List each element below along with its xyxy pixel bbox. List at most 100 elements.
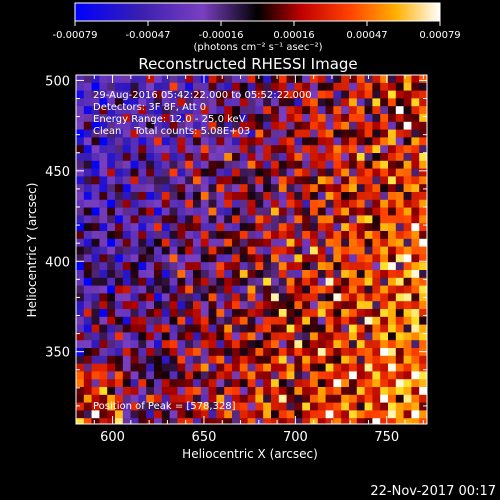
heatmap-cell <box>286 402 295 411</box>
heatmap-cell <box>146 402 155 411</box>
x-tick-label: 700 <box>283 430 308 445</box>
heatmap-cell <box>169 184 178 193</box>
heatmap-cell <box>310 90 319 99</box>
heatmap-cell <box>364 379 373 388</box>
heatmap-cell <box>161 231 170 240</box>
heatmap-cell <box>99 207 108 216</box>
heatmap-cell <box>154 246 163 255</box>
heatmap-cell <box>278 168 287 177</box>
heatmap-cell <box>263 160 272 169</box>
heatmap-cell <box>419 106 427 115</box>
heatmap-cell <box>388 254 397 263</box>
heatmap-cell <box>200 348 209 357</box>
heatmap-cell <box>216 114 225 123</box>
heatmap-cell <box>130 82 139 91</box>
heatmap-cell <box>411 207 420 216</box>
heatmap-cell <box>317 379 326 388</box>
heatmap-cell <box>138 371 147 380</box>
heatmap-cell <box>177 363 186 372</box>
x-tick-label: 650 <box>192 430 217 445</box>
heatmap-cell <box>372 387 381 396</box>
heatmap-cell <box>208 176 217 185</box>
heatmap-cell <box>169 309 178 318</box>
heatmap-cell <box>216 348 225 357</box>
heatmap-cell <box>76 153 85 162</box>
heatmap-cell <box>177 168 186 177</box>
heatmap-cell <box>239 418 248 424</box>
colorbar-tick-label: 0.00079 <box>419 30 460 41</box>
heatmap-cell <box>255 215 264 224</box>
heatmap-cell <box>146 254 155 263</box>
heatmap-cell <box>138 379 147 388</box>
heatmap-cell <box>372 231 381 240</box>
heatmap-cell <box>247 293 256 302</box>
heatmap-cell <box>419 355 427 364</box>
heatmap-cell <box>255 176 264 185</box>
heatmap-cell <box>255 379 264 388</box>
heatmap-cell <box>76 410 85 419</box>
heatmap-cell <box>224 215 233 224</box>
heatmap-cell <box>200 75 209 84</box>
heatmap-cell <box>341 223 350 232</box>
heatmap-cell <box>239 246 248 255</box>
heatmap-cell <box>208 246 217 255</box>
heatmap-cell <box>224 238 233 247</box>
heatmap-cell <box>333 168 342 177</box>
heatmap-cell <box>302 246 311 255</box>
heatmap-cell <box>278 301 287 310</box>
heatmap-cell <box>341 207 350 216</box>
heatmap-cell <box>247 371 256 380</box>
heatmap-cell <box>263 75 272 84</box>
heatmap-cell <box>115 293 124 302</box>
heatmap-cell <box>200 402 209 411</box>
heatmap-cell <box>76 98 85 107</box>
heatmap-cell <box>325 176 334 185</box>
heatmap-cell <box>341 355 350 364</box>
heatmap-cell <box>403 98 412 107</box>
heatmap-cell <box>317 153 326 162</box>
heatmap-cell <box>310 176 319 185</box>
heatmap-cell <box>388 262 397 271</box>
heatmap-cell <box>193 114 202 123</box>
heatmap-cell <box>380 355 389 364</box>
heatmap-cell <box>372 394 381 403</box>
heatmap-cell <box>239 145 248 154</box>
heatmap-cell <box>325 348 334 357</box>
x-axis-label: Heliocentric X (arcsec) <box>182 447 318 461</box>
heatmap-cell <box>310 199 319 208</box>
heatmap-cell <box>185 145 194 154</box>
heatmap-cell <box>122 137 131 146</box>
heatmap-cell <box>169 348 178 357</box>
heatmap-cell <box>138 90 147 99</box>
heatmap-cell <box>91 129 100 138</box>
heatmap-cell <box>395 262 404 271</box>
heatmap-cell <box>115 238 124 247</box>
heatmap-cell <box>395 246 404 255</box>
heatmap-cell <box>154 316 163 325</box>
heatmap-cell <box>263 137 272 146</box>
heatmap-cell <box>154 285 163 294</box>
heatmap-cell <box>333 348 342 357</box>
heatmap-cell <box>411 246 420 255</box>
heatmap-cell <box>341 82 350 91</box>
heatmap-cell <box>263 153 272 162</box>
heatmap-cell <box>130 262 139 271</box>
heatmap-cell <box>161 324 170 333</box>
heatmap-cell <box>130 285 139 294</box>
heatmap-cell <box>388 98 397 107</box>
heatmap-cell <box>161 114 170 123</box>
heatmap-cell <box>317 262 326 271</box>
heatmap-cell <box>364 121 373 130</box>
heatmap-cell <box>193 262 202 271</box>
heatmap-cell <box>216 254 225 263</box>
heatmap-cell <box>403 309 412 318</box>
heatmap-cell <box>419 316 427 325</box>
heatmap-cell <box>247 184 256 193</box>
heatmap-cell <box>403 199 412 208</box>
heatmap-cell <box>294 309 303 318</box>
heatmap-cell <box>302 75 311 84</box>
heatmap-cell <box>83 387 92 396</box>
heatmap-cell <box>341 90 350 99</box>
heatmap-cell <box>208 277 217 286</box>
heatmap-cell <box>419 121 427 130</box>
